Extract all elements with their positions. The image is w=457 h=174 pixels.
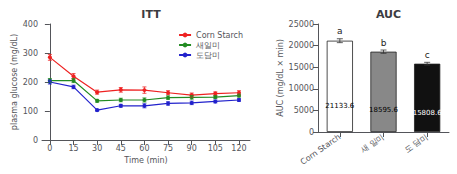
svg-text:10000: 10000 [289,84,314,93]
svg-text:AUC (mg/dL × min): AUC (mg/dL × min) [276,39,285,117]
svg-text:105: 105 [208,144,223,153]
svg-text:plasma glucose (mg/dL): plasma glucose (mg/dL) [10,34,19,130]
svg-text:25000: 25000 [289,20,314,29]
svg-text:0: 0 [47,144,52,153]
svg-text:200: 200 [23,78,38,87]
svg-text:45: 45 [116,144,126,153]
svg-text:15000: 15000 [289,63,314,72]
svg-text:5000: 5000 [294,106,314,115]
svg-text:도담미: 도담미 [196,51,220,60]
svg-text:a: a [337,26,343,36]
svg-text:ITT: ITT [141,8,161,21]
svg-text:AUC: AUC [376,8,401,21]
svg-text:c: c [425,50,430,60]
svg-text:400: 400 [23,20,38,29]
svg-text:새일미: 새일미 [196,41,220,50]
svg-text:15808.6: 15808.6 [413,109,442,117]
svg-text:60: 60 [139,144,149,153]
svg-text:18595.6: 18595.6 [369,106,398,114]
svg-text:Time (min): Time (min) [123,156,167,165]
svg-text:0: 0 [309,128,314,137]
svg-text:21133.6: 21133.6 [325,102,354,110]
svg-text:새 일미: 새 일미 [359,132,386,155]
svg-text:Corn Starch: Corn Starch [299,132,343,166]
svg-text:90: 90 [187,144,197,153]
svg-text:15: 15 [68,144,78,153]
svg-text:20000: 20000 [289,41,314,50]
svg-text:b: b [381,38,387,48]
svg-text:Corn Starch: Corn Starch [196,31,243,40]
svg-text:75: 75 [163,144,173,153]
svg-text:0: 0 [33,136,38,145]
svg-text:30: 30 [92,144,102,153]
svg-text:도 담미: 도 담미 [403,132,430,155]
svg-text:100: 100 [23,107,38,116]
svg-text:120: 120 [231,144,246,153]
svg-text:300: 300 [23,49,38,58]
